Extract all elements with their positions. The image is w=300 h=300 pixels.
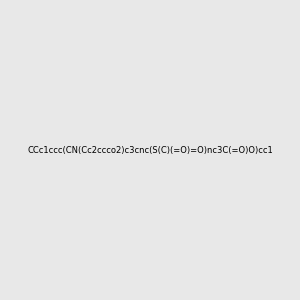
Text: CCc1ccc(CN(Cc2ccco2)c3cnc(S(C)(=O)=O)nc3C(=O)O)cc1: CCc1ccc(CN(Cc2ccco2)c3cnc(S(C)(=O)=O)nc3… — [27, 146, 273, 154]
